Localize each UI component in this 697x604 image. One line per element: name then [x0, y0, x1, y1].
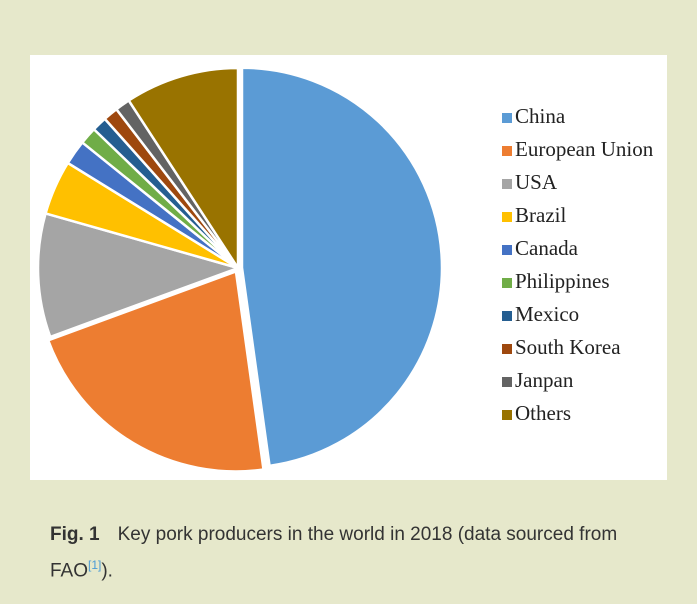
legend-swatch	[502, 179, 512, 189]
pie-slice	[46, 269, 265, 473]
legend-label: China	[515, 104, 566, 128]
figure-panel: China European Union USA Brazil Canada Philip…	[30, 55, 667, 480]
legend-label: Canada	[515, 236, 579, 260]
legend-swatch	[502, 377, 512, 387]
caption-text: Key pork producers in the world in 2018 …	[50, 524, 618, 582]
chart: China European Union USA Brazil Canada Philip…	[36, 66, 654, 473]
pie-slice	[126, 66, 240, 273]
legend-swatch	[502, 212, 512, 222]
legend-swatch	[502, 146, 512, 156]
legend-label: USA	[515, 170, 558, 194]
legend-label: Others	[515, 401, 571, 425]
legend-swatch	[502, 113, 512, 123]
legend-label: Brazil	[515, 203, 566, 227]
legend-label: Janpan	[515, 368, 574, 392]
legend-swatch	[502, 278, 512, 288]
legend-swatch	[502, 311, 512, 321]
legend-label: South Korea	[515, 335, 621, 359]
pie-slice	[36, 211, 243, 339]
legend-swatch	[502, 344, 512, 354]
legend-label: European Union	[515, 137, 654, 161]
reference-link[interactable]: [1]	[88, 558, 102, 572]
pie-slice	[240, 66, 444, 468]
figure-label: Fig. 1	[50, 524, 100, 545]
legend-swatch	[502, 245, 512, 255]
legend-label: Philippines	[515, 269, 610, 293]
legend-swatch	[502, 410, 512, 420]
caption: Fig. 1 Key pork producers in the world in…	[50, 520, 660, 586]
caption-end: ).	[101, 560, 113, 582]
legend-label: Mexico	[515, 302, 579, 326]
